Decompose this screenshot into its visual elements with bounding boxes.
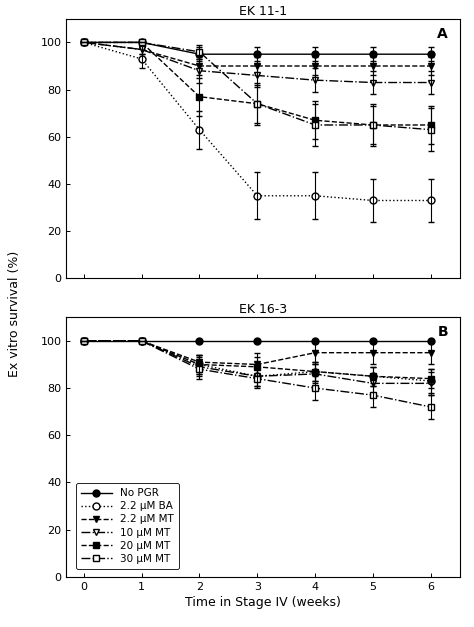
Text: B: B [438,325,448,339]
X-axis label: Time in Stage IV (weeks): Time in Stage IV (weeks) [185,596,341,609]
Text: A: A [437,26,448,41]
Title: EK 11-1: EK 11-1 [239,4,287,18]
Legend: No PGR, 2.2 μM BA, 2.2 μM MT, 10 μM MT, 20 μM MT, 30 μM MT: No PGR, 2.2 μM BA, 2.2 μM MT, 10 μM MT, … [75,483,179,569]
Title: EK 16-3: EK 16-3 [239,303,287,316]
Text: Ex vitro survival (%): Ex vitro survival (%) [8,250,21,377]
